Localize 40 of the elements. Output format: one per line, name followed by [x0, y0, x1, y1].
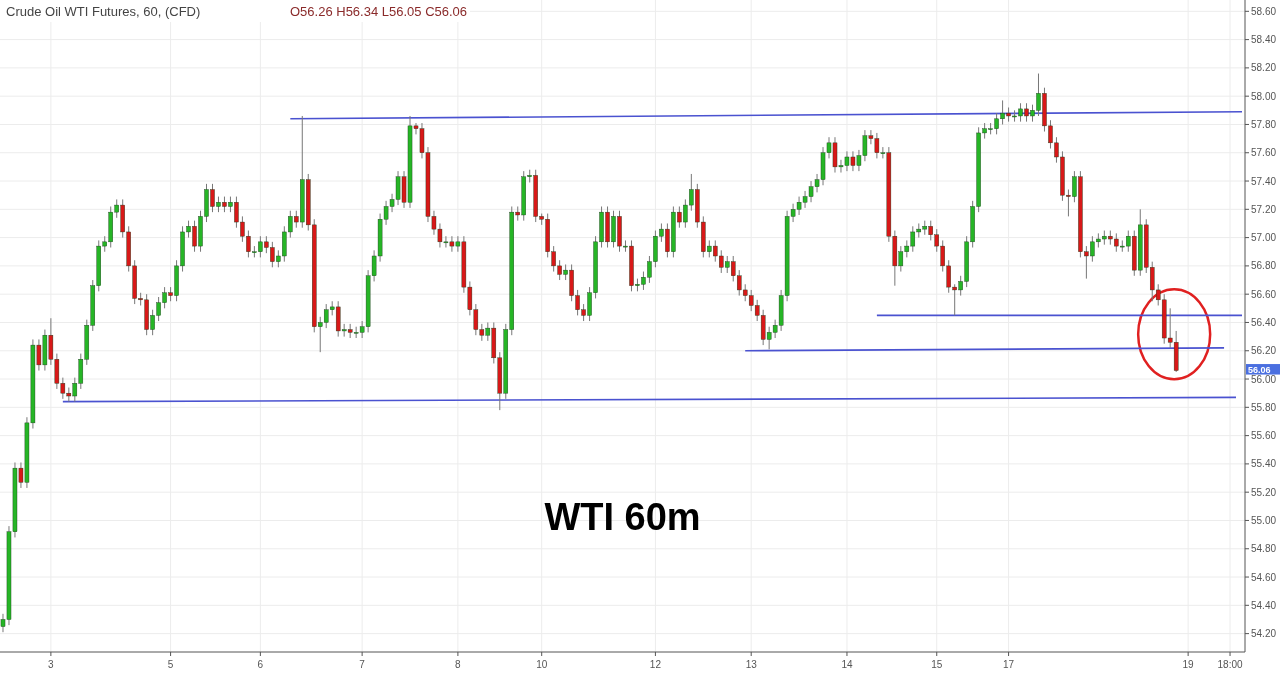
y-tick-label: 58.40 — [1251, 34, 1277, 46]
x-tick-label: 12 — [649, 659, 662, 670]
x-tick-label: 19 — [1182, 659, 1195, 670]
y-tick-label: 56.00 — [1251, 373, 1277, 385]
y-tick-label: 56.40 — [1251, 316, 1277, 328]
text: 56.06 — [1248, 364, 1271, 375]
x-tick-label: 3 — [48, 659, 55, 670]
x-tick-label: 5 — [167, 659, 174, 670]
x-tick-label: 10 — [536, 659, 548, 670]
y-tick-label: 55.20 — [1251, 486, 1277, 498]
y-tick-label: 56.80 — [1251, 260, 1277, 272]
y-tick-label: 57.00 — [1251, 232, 1277, 244]
y-tick-label: 58.00 — [1251, 90, 1277, 102]
y-tick-label: 56.20 — [1251, 345, 1277, 357]
y-tick-label: 54.40 — [1251, 599, 1277, 611]
y-tick-label: 55.40 — [1251, 458, 1277, 470]
y-tick-label: 54.60 — [1251, 571, 1277, 583]
y-tick-label: 58.20 — [1251, 62, 1277, 74]
x-tick-label: 13 — [745, 659, 758, 670]
y-tick-label: 54.80 — [1251, 543, 1277, 555]
x-tick-label: 18:00 — [1217, 659, 1243, 670]
y-tick-label: 54.20 — [1251, 628, 1277, 640]
x-tick-label: 15 — [931, 659, 943, 670]
chart-subtitle: O56.26 H56.34 L56.05 C56.06 — [290, 4, 468, 19]
x-tick-label: 17 — [1003, 659, 1015, 670]
y-tick-label: 57.40 — [1251, 175, 1277, 187]
y-tick-label: 57.60 — [1251, 147, 1277, 159]
y-tick-label: 55.60 — [1251, 430, 1277, 442]
x-tick-label: 8 — [455, 659, 462, 670]
y-tick-label: 57.80 — [1251, 118, 1277, 130]
y-tick-label: 57.20 — [1251, 203, 1277, 215]
y-tick-label: 55.80 — [1251, 401, 1277, 413]
y-tick-label: 56.60 — [1251, 288, 1277, 300]
x-tick-label: 7 — [359, 659, 366, 670]
chart-title: Crude Oil WTI Futures, 60, (CFD) — [6, 4, 201, 19]
annotation: WTI 60m — [544, 496, 701, 538]
x-tick-label: 14 — [841, 659, 853, 670]
y-tick-label: 55.00 — [1251, 514, 1277, 526]
x-tick-label: 6 — [257, 659, 264, 670]
y-tick-label: 58.60 — [1251, 5, 1277, 17]
